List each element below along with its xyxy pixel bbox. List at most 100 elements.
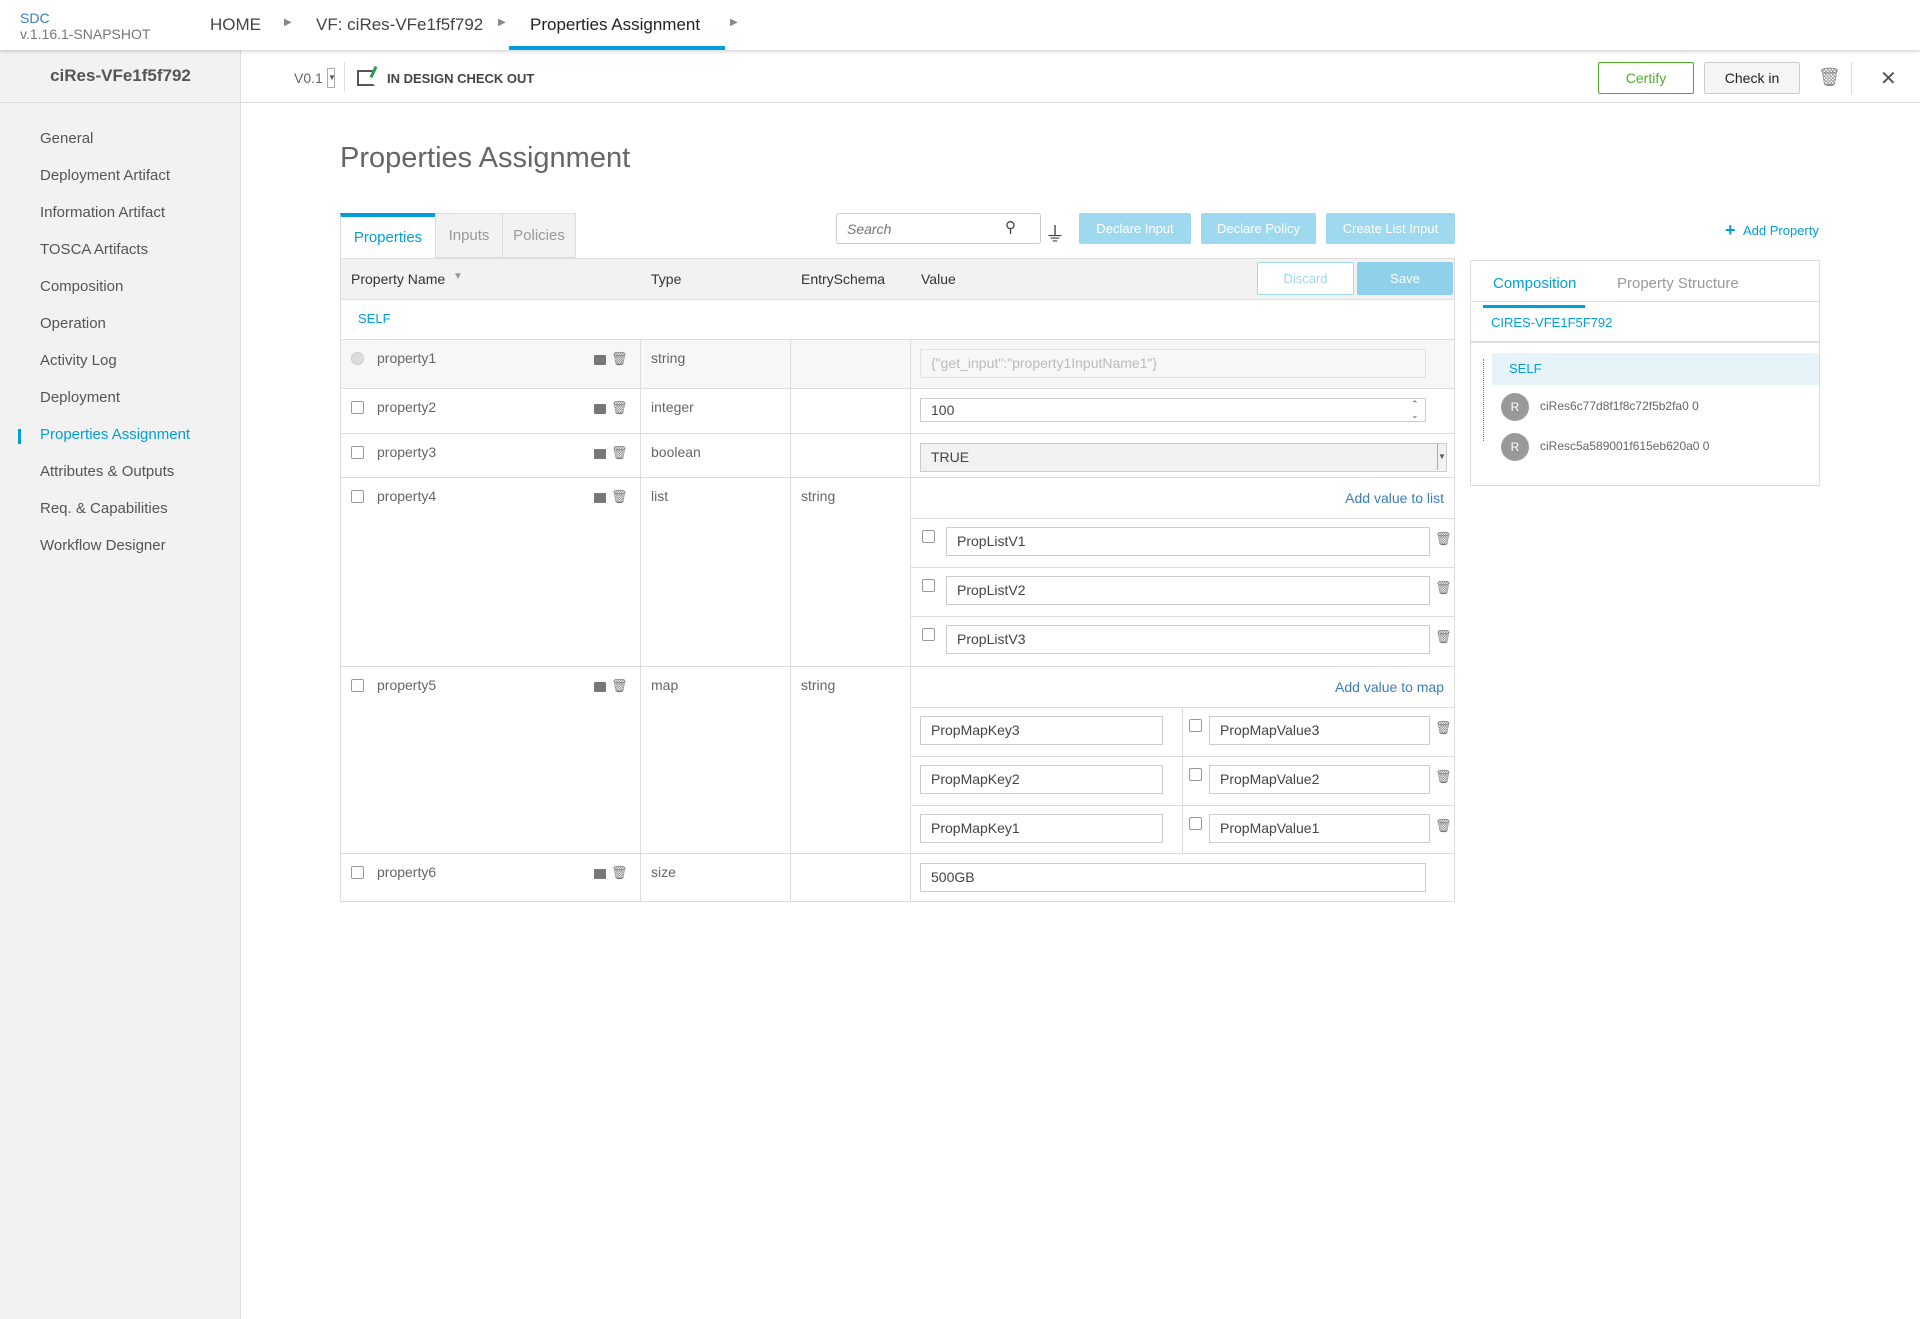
property-name: property5 [377,677,437,693]
integer-input[interactable]: 100 [920,398,1426,422]
value-input[interactable]: 500GB [920,863,1426,892]
stepper-icon[interactable]: ⌃ ⌄ [1411,399,1419,420]
trash-icon[interactable]: 🗑 [611,351,628,366]
property-name: property2 [377,399,437,415]
add-property-link[interactable]: Add Property [1743,223,1819,238]
caret-down-icon[interactable]: ▼ [1437,444,1446,470]
sidebar-item[interactable]: TOSCA Artifacts [40,241,149,258]
value-input: {"get_input":"property1InputName1"} [920,349,1426,378]
divider [0,102,241,103]
comment-icon[interactable] [594,449,606,459]
sidebar-item[interactable]: Deployment [40,389,121,406]
panel-tab-composition[interactable]: Composition [1483,275,1585,308]
declare-input-button[interactable]: Declare Input [1079,213,1191,244]
sidebar-item[interactable]: Information Artifact [40,204,166,221]
row-checkbox[interactable] [351,490,364,503]
list-value-input[interactable]: PropListV3 [946,625,1430,654]
trash-icon[interactable]: 🗑 [1435,531,1452,546]
composition-panel: Composition Property Structure CIRES-VFE… [1470,260,1820,486]
sidebar-item[interactable]: Operation [40,315,106,332]
breadcrumb-current[interactable]: Properties Assignment [530,15,701,34]
trash-icon[interactable]: 🗑 [1435,580,1452,595]
comment-icon[interactable] [594,404,606,414]
map-value-input[interactable]: PropMapValue1 [1209,814,1430,843]
tab-inputs[interactable]: Inputs [435,213,503,258]
sidebar-item[interactable]: Workflow Designer [40,537,166,554]
breadcrumb-vf[interactable]: VF: ciRes-VFe1f5f792 [316,15,484,34]
sidebar-item[interactable]: General [40,130,94,147]
plus-icon[interactable]: + [1725,220,1736,240]
trash-icon[interactable]: 🗑 [1435,769,1452,784]
close-icon[interactable]: ✕ [1880,68,1897,90]
column-header-type: Type [651,271,682,287]
check-in-button[interactable]: Check in [1704,62,1800,94]
add-value-to-list-link[interactable]: Add value to list [1345,490,1444,506]
trash-icon[interactable]: 🗑 [1818,67,1841,87]
comment-icon[interactable] [594,355,606,365]
trash-icon[interactable]: 🗑 [611,400,628,415]
row-checkbox[interactable] [351,866,364,879]
list-item-checkbox[interactable] [922,530,935,543]
property-type: integer [651,399,694,415]
map-key-input[interactable]: PropMapKey1 [920,814,1163,843]
trash-icon[interactable]: 🗑 [611,445,628,460]
panel-tab-property-structure[interactable]: Property Structure [1617,275,1739,292]
add-value-to-map-link[interactable]: Add value to map [1335,679,1444,695]
trash-icon[interactable]: 🗑 [1435,720,1452,735]
sidebar-item[interactable]: Deployment Artifact [40,167,171,184]
map-value-input[interactable]: PropMapValue3 [1209,716,1430,745]
sidebar-item[interactable]: Attributes & Outputs [40,463,175,480]
tab-properties[interactable]: Properties [340,213,436,258]
lifecycle-status: IN DESIGN CHECK OUT [387,71,535,86]
list-item-checkbox[interactable] [922,628,935,641]
trash-icon[interactable]: 🗑 [611,865,628,880]
column-header-property-name[interactable]: Property Name [351,271,446,287]
version-select[interactable]: V0.1 [294,70,323,86]
trash-icon[interactable]: 🗑 [611,678,628,693]
filter-icon[interactable]: ⏚ [1045,224,1065,246]
discard-button[interactable]: Discard [1257,262,1354,295]
breadcrumb-home[interactable]: HOME [210,15,261,34]
tree-item-instance[interactable]: ciRes6c77d8f1f8c72f5b2fa0 0 [1540,399,1699,413]
map-value-input[interactable]: PropMapValue2 [1209,765,1430,794]
tree-item-instance[interactable]: ciResc5a589001f615eb620a0 0 [1540,439,1710,453]
sort-caret-icon[interactable]: ▼ [453,271,463,282]
table-row: property2 🗑 integer 100 ⌃ ⌄ [341,388,1454,433]
table-row: property4 🗑 list string Add value to list… [341,477,1454,666]
tab-policies[interactable]: Policies [502,213,576,258]
trash-icon[interactable]: 🗑 [611,489,628,504]
map-item-checkbox[interactable] [1189,768,1202,781]
trash-icon[interactable]: 🗑 [1435,818,1452,833]
certify-button[interactable]: Certify [1598,62,1694,94]
comment-icon[interactable] [594,869,606,879]
boolean-select[interactable]: TRUE [920,443,1447,472]
sidebar-item[interactable]: Composition [40,278,124,295]
map-item-checkbox[interactable] [1189,817,1202,830]
list-value-input[interactable]: PropListV1 [946,527,1430,556]
list-value-input[interactable]: PropListV2 [946,576,1430,605]
search-icon[interactable]: ⚲ [1005,219,1016,236]
comment-icon[interactable] [594,493,606,503]
trash-icon[interactable]: 🗑 [1435,629,1452,644]
tree-item-self[interactable]: SELF [1492,353,1819,385]
tree-item-self-label: SELF [1509,361,1542,376]
map-key-input[interactable]: PropMapKey3 [920,716,1163,745]
composition-root[interactable]: CIRES-VFE1F5F792 [1491,315,1613,330]
list-item-checkbox[interactable] [922,579,935,592]
create-list-input-button[interactable]: Create List Input [1326,213,1455,244]
sidebar-item[interactable]: Activity Log [40,352,117,369]
row-checkbox[interactable] [351,446,364,459]
row-checkbox[interactable] [351,401,364,414]
map-item-checkbox[interactable] [1189,719,1202,732]
sidebar [0,50,241,1319]
checkbox-disabled [351,352,364,365]
map-key-input[interactable]: PropMapKey2 [920,765,1163,794]
declare-policy-button[interactable]: Declare Policy [1201,213,1316,244]
comment-icon[interactable] [594,682,606,692]
sidebar-item[interactable]: Req. & Capabilities [40,500,168,517]
caret-down-icon[interactable]: ▼ [327,68,336,88]
row-checkbox[interactable] [351,679,364,692]
search-input[interactable] [836,213,1041,244]
sidebar-item[interactable]: Properties Assignment [40,426,191,443]
save-button[interactable]: Save [1357,262,1453,295]
